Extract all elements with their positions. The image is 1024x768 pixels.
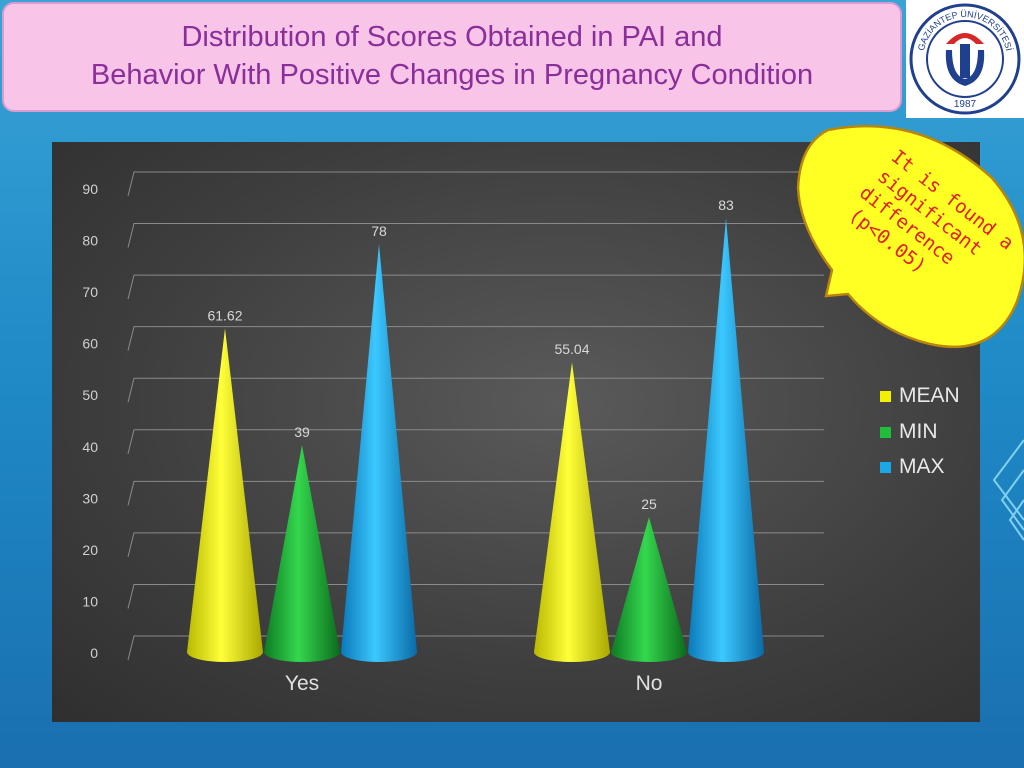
data-label: 61.62: [207, 307, 242, 323]
cone-min-yes: [264, 444, 340, 662]
legend-label-min: MIN: [899, 420, 938, 443]
data-label: 25: [641, 496, 657, 512]
y-tick-label: 80: [82, 233, 98, 249]
cone-max-no: [688, 218, 764, 662]
title-line-1: Distribution of Scores Obtained in PAI a…: [181, 21, 723, 53]
university-seal-icon: GAZİANTEP ÜNİVERSİTESİ 1987: [909, 3, 1021, 115]
y-tick-label: 20: [82, 542, 98, 558]
significance-callout: It is found a significant difference (p<…: [796, 124, 1024, 349]
y-tick-label: 60: [82, 336, 98, 352]
legend-label-mean: MEAN: [899, 384, 960, 407]
gridline: [127, 429, 824, 454]
cone-mean-yes: [187, 328, 263, 662]
category-label-no: No: [636, 672, 663, 695]
university-logo: GAZİANTEP ÜNİVERSİTESİ 1987: [906, 0, 1024, 118]
data-label: 83: [718, 197, 734, 213]
cone-min-no: [611, 517, 687, 662]
legend-swatch-min: [880, 426, 891, 438]
legend-label-max: MAX: [899, 455, 945, 478]
data-label: 78: [371, 223, 387, 239]
cone-bar-chart: 0 10 20 30 40 50 60 70 80 90 61.62 39 78 55.04 25 83 Y…: [82, 171, 824, 695]
gridline: [127, 223, 824, 248]
legend-item-max: MAX: [880, 455, 945, 479]
legend-swatch-mean: [880, 390, 891, 402]
y-tick-label: 0: [90, 645, 98, 661]
legend-item-mean: MEAN: [880, 384, 960, 408]
y-tick-label: 40: [82, 439, 98, 455]
y-tick-label: 90: [82, 181, 98, 197]
cone-max-yes: [341, 243, 417, 662]
gridline: [127, 171, 824, 197]
legend-item-min: MIN: [880, 420, 938, 444]
y-tick-label: 30: [82, 490, 98, 506]
chart-panel: 0 10 20 30 40 50 60 70 80 90 61.62 39 78 55.04 25 83 Y…: [52, 142, 980, 722]
logo-year: 1987: [954, 99, 977, 110]
gridline: [127, 377, 824, 403]
title-line-2: Behavior With Positive Changes in Pregna…: [90, 59, 814, 91]
decorative-chevrons: [992, 439, 1024, 541]
legend-swatch-max: [880, 461, 891, 473]
y-tick-label: 10: [82, 593, 98, 609]
gridline: [127, 274, 824, 300]
cone-mean-no: [534, 362, 610, 662]
gridline: [127, 326, 824, 351]
category-label-yes: Yes: [285, 672, 319, 695]
data-label: 39: [294, 424, 310, 440]
y-tick-label: 70: [82, 284, 98, 300]
data-label: 55.04: [554, 341, 589, 357]
y-tick-label: 50: [82, 387, 98, 403]
title-banner: Distribution of Scores Obtained in PAI a…: [2, 2, 902, 112]
gridline: [127, 480, 824, 506]
